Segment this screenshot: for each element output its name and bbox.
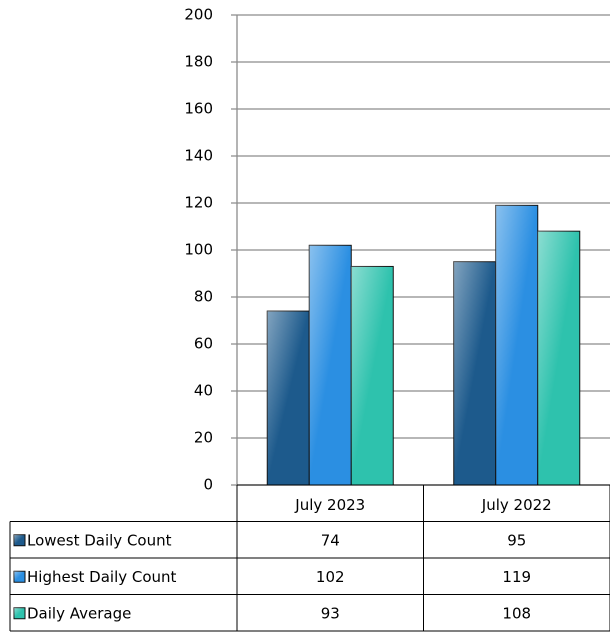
table-value: 102 (316, 568, 345, 586)
table-value: 95 (507, 531, 526, 549)
x-tick-label: July 2023 (294, 496, 365, 514)
table-value: 93 (321, 604, 340, 622)
bar-shine (309, 245, 352, 485)
y-tick-label: 80 (194, 288, 213, 306)
bar-shine (495, 205, 538, 485)
y-tick-label: 0 (203, 476, 213, 494)
y-tick-label: 20 (194, 429, 213, 447)
table-value: 74 (321, 531, 340, 549)
bar-shine (267, 311, 310, 485)
legend-label: Daily Average (27, 604, 131, 622)
legend-key-shine (14, 607, 25, 619)
legend-key-shine (14, 571, 25, 583)
table-value: 119 (502, 568, 531, 586)
y-tick-label: 40 (194, 382, 213, 400)
bar-shine (351, 266, 394, 485)
legend-label: Highest Daily Count (27, 568, 177, 586)
y-tick-label: 200 (184, 6, 213, 24)
y-tick-label: 180 (184, 53, 213, 71)
y-tick-label: 100 (184, 241, 213, 259)
legend-key-shine (14, 534, 25, 546)
y-tick-label: 160 (184, 100, 213, 118)
bar-shine (453, 261, 496, 485)
y-tick-label: 120 (184, 194, 213, 212)
y-tick-label: 140 (184, 147, 213, 165)
table-value: 108 (502, 604, 531, 622)
y-tick-label: 60 (194, 335, 213, 353)
legend-label: Lowest Daily Count (27, 531, 172, 549)
x-tick-label: July 2022 (481, 496, 552, 514)
bar-shine (537, 231, 580, 485)
